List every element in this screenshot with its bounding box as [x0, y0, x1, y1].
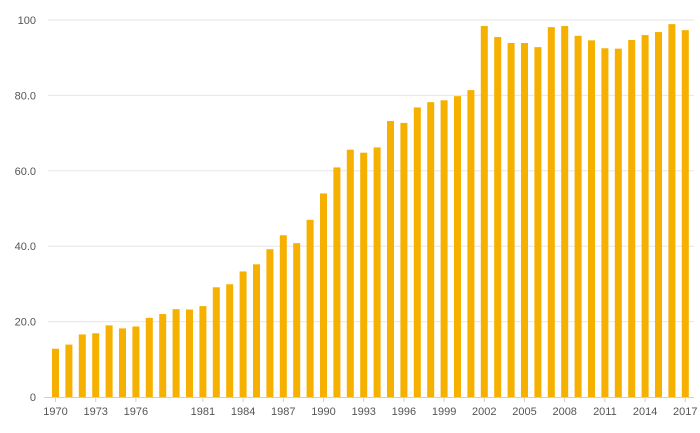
bar: 2014: 96 — [641, 35, 649, 397]
bar: 1989: 47 — [306, 219, 314, 397]
bar: 2002: 98.4 — [480, 26, 488, 398]
bar: 1995: 73.2 — [387, 121, 394, 397]
bar: 1973: 16.9 — [92, 333, 100, 397]
bar: 1998: 78.2 — [427, 102, 435, 397]
bar: 2015: 96.8 — [655, 32, 662, 398]
bar: 1979: 23.3 — [172, 309, 180, 397]
bar: 2006: 92.8 — [534, 47, 542, 397]
bar: 1991: 60.9 — [333, 167, 341, 397]
y-tick-label: 40.0 — [15, 241, 36, 253]
bar: 2008: 98.4 — [561, 26, 569, 398]
x-tick-label: 1984 — [231, 406, 255, 418]
bar: 1983: 29.9 — [226, 284, 234, 397]
bar: 1986: 39.2 — [266, 249, 274, 397]
bar: 1971: 13.9 — [65, 344, 73, 397]
bar: 1972: 16.6 — [78, 334, 86, 397]
bars: 1970: 12.8 1971: 13.9 1972: 16.6 1973: 16.9… — [52, 24, 689, 398]
x-tick-label: 1999 — [432, 406, 456, 418]
bar: 1984: 33.3 — [239, 271, 247, 397]
bar: 1978: 22 — [159, 314, 167, 397]
bar: 2013: 94.7 — [628, 39, 636, 397]
y-tick-label: 60.0 — [15, 166, 36, 178]
bar: 2016: 98.9 — [668, 24, 676, 398]
y-tick-label: 100 — [18, 15, 36, 27]
bar: 1977: 21 — [145, 317, 153, 397]
bar: 1976: 18.7 — [132, 326, 140, 397]
x-tick-label: 1981 — [191, 406, 215, 418]
x-tick-label: 2005 — [512, 406, 536, 418]
bar: 2004: 93.9 — [507, 43, 515, 397]
x-tick-label: 1990 — [311, 406, 335, 418]
bar: 1974: 19 — [105, 325, 113, 397]
x-tick-label: 1987 — [271, 406, 295, 418]
x-tick-label: 1996 — [392, 406, 416, 418]
bar: 2009: 95.8 — [574, 35, 582, 397]
x-tick-label: 2002 — [472, 406, 496, 418]
bar: 1975: 18.2 — [119, 328, 126, 397]
y-tick-label: 0 — [30, 392, 36, 404]
y-axis: 0 20.0 40.0 60.0 80.0 100 — [15, 15, 36, 404]
x-tick-label: 2011 — [593, 406, 617, 418]
x-tick-label: 2014 — [633, 406, 657, 418]
bar: 2001: 81.4 — [467, 90, 475, 398]
y-tick-label: 80.0 — [15, 90, 36, 102]
bar: 2011: 92.5 — [601, 48, 609, 398]
bar: 1992: 65.6 — [346, 149, 354, 397]
y-tick-label: 20.0 — [15, 317, 36, 329]
x-tick-label: 1993 — [351, 406, 375, 418]
bar: 2012: 92.4 — [614, 48, 622, 398]
bar: 1980: 23.2 — [186, 309, 193, 397]
bar: 1990: 54 — [320, 193, 327, 397]
bar: 2003: 95.5 — [494, 36, 502, 397]
bar: 1988: 40.8 — [293, 243, 301, 397]
bar: 1981: 24.1 — [199, 306, 207, 397]
bar: 2000: 79.8 — [454, 96, 461, 398]
x-tick-label: 1976 — [124, 406, 148, 418]
x-tick-label: 1970 — [43, 406, 67, 418]
gridlines — [48, 19, 694, 323]
bar: 2005: 93.9 — [521, 43, 528, 397]
bar: 2017: 97.3 — [681, 30, 689, 398]
bar: 1982: 29.1 — [212, 287, 220, 397]
x-tick-label: 1973 — [83, 406, 107, 418]
x-axis: 1970 1973 1976 1981 1984 1987 1990 1993 1996 1999… — [43, 397, 698, 418]
bar: 1993: 64.8 — [360, 152, 368, 397]
x-tick-label: 2017 — [673, 406, 697, 418]
x-tick-label: 2008 — [552, 406, 576, 418]
bar: 1985: 35.2 — [253, 264, 260, 397]
bar: 1987: 42.9 — [279, 235, 287, 397]
bar: 1970: 12.8 — [52, 348, 59, 397]
bar: 1994: 66.2 — [373, 147, 381, 397]
bar: 2010: 94.6 — [588, 40, 595, 398]
bar: 2007: 98.1 — [547, 27, 555, 397]
bar: 1999: 78.7 — [440, 100, 448, 398]
bar: 1996: 72.7 — [400, 122, 408, 398]
bar: 1997: 76.8 — [413, 107, 421, 398]
